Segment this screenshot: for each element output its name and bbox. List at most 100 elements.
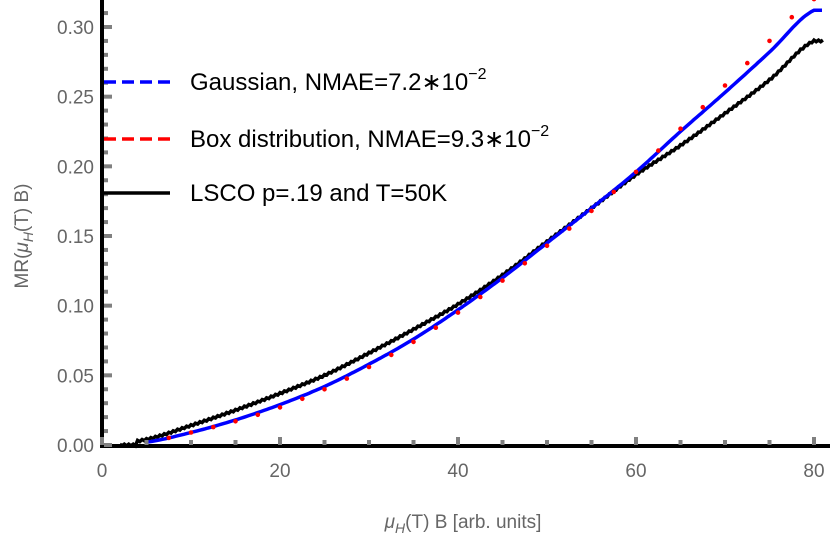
y-tick (104, 108, 108, 113)
x-tick (367, 440, 371, 445)
series-box-point (366, 364, 372, 370)
y-tick (104, 234, 112, 238)
x-axis-title: μH(T) B [arb. units] (384, 512, 542, 536)
y-tick (104, 220, 108, 225)
legend: Gaussian, NMAE=7.2∗10−2 Box distribution… (100, 66, 549, 207)
series-box-point (478, 294, 483, 300)
y-tick-label: 0.05 (57, 366, 94, 387)
y-tick (104, 345, 108, 350)
y-tick (104, 303, 112, 308)
x-tick (500, 440, 505, 445)
x-tick (100, 437, 104, 445)
series-box-point (300, 396, 305, 402)
y-tick (104, 122, 108, 127)
legend-label-box: Box distribution, NMAE=9.3∗10−2 (190, 123, 549, 153)
series-box-point (745, 60, 750, 66)
y-tick (104, 11, 108, 16)
x-tick (634, 437, 638, 445)
y-tick (104, 52, 108, 57)
series-box-point (722, 83, 728, 88)
series-box-point (656, 148, 661, 153)
y-tick (104, 401, 108, 406)
series-box-point (811, 0, 817, 2)
y-tick (104, 317, 108, 322)
y-tick (104, 247, 108, 252)
legend-label-gaussian: Gaussian, NMAE=7.2∗10−2 (190, 66, 487, 96)
series-box-point (166, 435, 172, 441)
x-tick (723, 440, 727, 445)
y-tick (104, 275, 108, 280)
y-tick (104, 150, 108, 155)
series-box-point (589, 208, 594, 214)
y-tick (104, 178, 108, 183)
y-tick (104, 94, 112, 99)
y-tick-label: 0.15 (57, 227, 94, 248)
x-tick (678, 440, 683, 445)
y-tick (104, 415, 108, 420)
y-tick (104, 331, 108, 336)
y-tick-label: 0.00 (57, 436, 94, 457)
y-tick (104, 359, 108, 364)
x-tick (545, 440, 549, 445)
y-tick (104, 261, 108, 266)
series-box-point (277, 405, 283, 410)
x-tick (278, 437, 282, 445)
series-box-point (255, 412, 261, 418)
series-box-point (544, 243, 550, 249)
x-tick-label: 20 (269, 461, 290, 482)
x-tick (767, 440, 772, 445)
series-box-point (522, 261, 528, 266)
plot-area (118, 0, 824, 449)
x-tick-label: 80 (803, 461, 824, 482)
x-tick (189, 440, 193, 445)
y-axis-title: MR(μH(T) B) (12, 184, 36, 289)
y-tick (104, 443, 112, 447)
series-box-point (188, 430, 194, 435)
legend-label-lsco: LSCO p=.19 and T=50K (190, 180, 447, 207)
x-tick (233, 440, 238, 445)
series-box-point (211, 424, 216, 430)
series-lsco-line (118, 37, 824, 449)
x-tick-label: 0 (97, 461, 108, 482)
x-tick (456, 437, 460, 445)
y-tick-label: 0.20 (57, 157, 94, 178)
x-tick (411, 440, 416, 445)
y-tick (104, 429, 108, 434)
series-box-point (500, 278, 505, 283)
y-tick (104, 387, 108, 392)
series-box-point (455, 310, 461, 315)
x-tick (144, 440, 149, 445)
x-tick (589, 440, 594, 445)
series-box-point (233, 419, 238, 424)
legend-item-lsco: LSCO p=.19 and T=50K (100, 180, 447, 207)
y-tick-label: 0.30 (57, 18, 94, 39)
series-box-point (389, 352, 394, 358)
series-box-point (611, 189, 617, 195)
x-tick (812, 437, 816, 445)
series-box-point (567, 226, 572, 231)
x-tick (322, 440, 327, 445)
series-box-point (433, 325, 439, 331)
y-tick-label: 0.10 (57, 297, 94, 318)
y-tick (104, 66, 108, 71)
series-box-point (767, 38, 772, 44)
y-tick (104, 25, 112, 29)
series-box-point (789, 14, 795, 20)
y-tick (104, 289, 108, 294)
series-box-point (344, 376, 350, 381)
y-tick (104, 206, 108, 211)
axes: 0 20 40 60 80 0.00 0.05 0.10 0.15 0.20 0.25 0.30 (57, 0, 830, 482)
legend-item-gaussian: Gaussian, NMAE=7.2∗10−2 (104, 66, 487, 96)
series-gaussian-line (146, 8, 822, 444)
series-box-point (633, 169, 639, 175)
series-box-point (322, 387, 327, 392)
series-box-point (700, 104, 706, 110)
series-box-point (678, 126, 683, 131)
x-tick-label: 60 (625, 461, 646, 482)
y-tick-label: 0.25 (57, 88, 94, 109)
y-tick (104, 38, 108, 43)
legend-item-box: Box distribution, NMAE=9.3∗10−2 (104, 123, 549, 153)
x-tick-label: 40 (447, 461, 468, 482)
y-tick (104, 373, 112, 378)
